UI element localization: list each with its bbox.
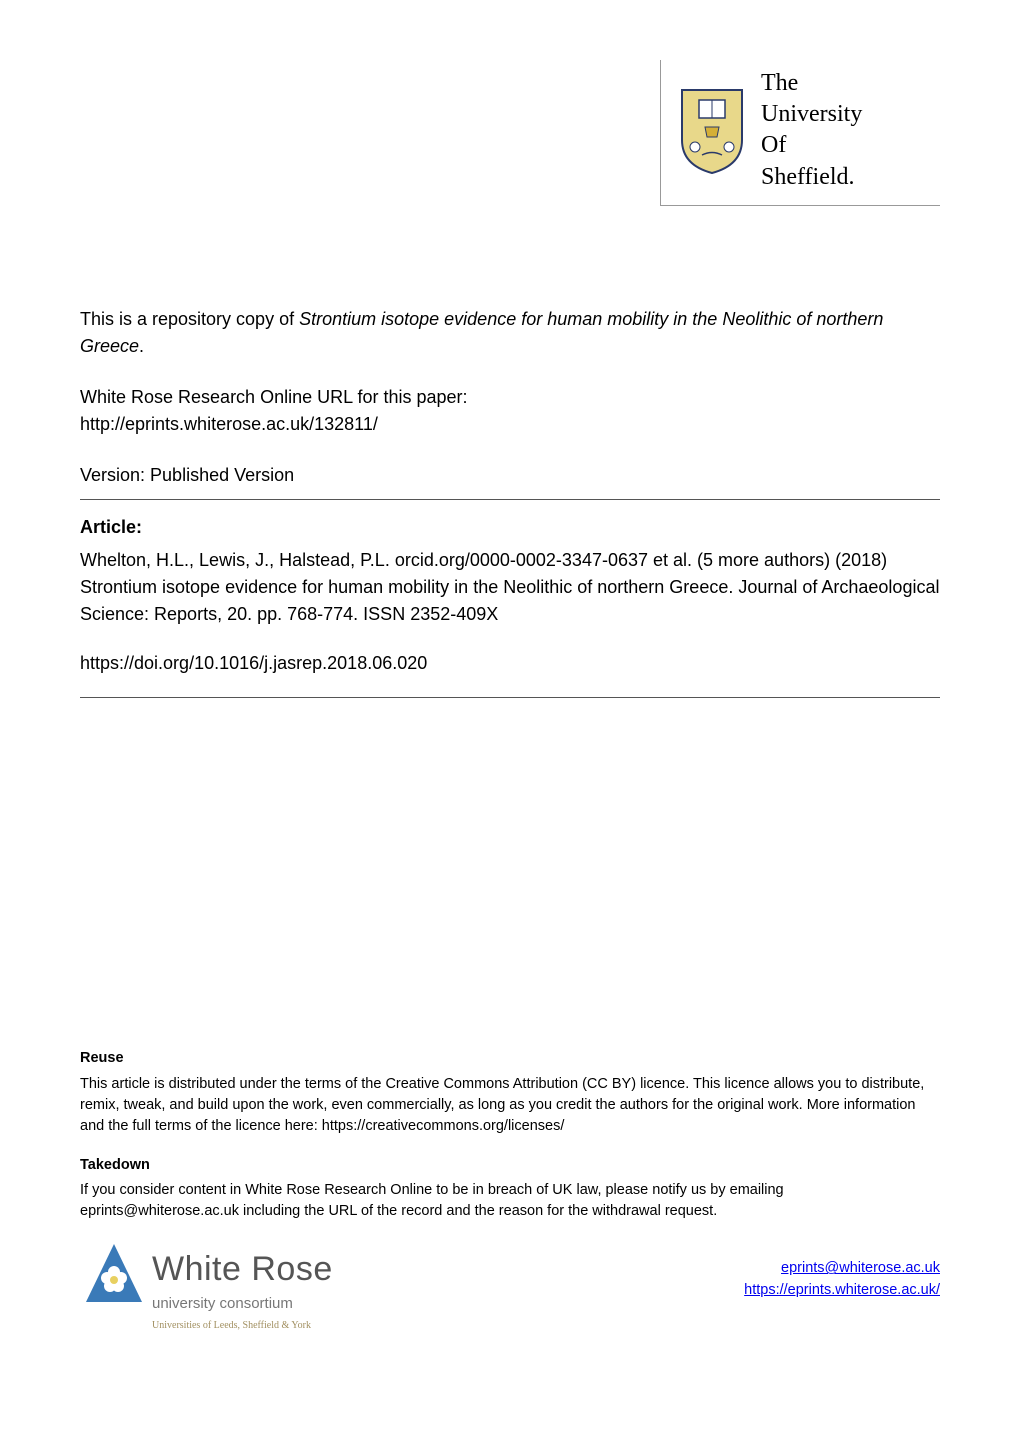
uni-line-1: The	[761, 70, 798, 96]
paper-url: http://eprints.whiterose.ac.uk/132811/	[80, 414, 378, 434]
footer-links: eprints@whiterose.ac.uk https://eprints.…	[744, 1258, 940, 1302]
white-rose-tagline: university consortium	[152, 1293, 333, 1316]
uni-line-3: Of	[761, 132, 786, 158]
repo-suffix: .	[139, 336, 144, 356]
footer-site-link[interactable]: https://eprints.whiterose.ac.uk/	[744, 1282, 940, 1298]
white-rose-logo-icon	[80, 1240, 148, 1312]
version-line: Version: Published Version	[80, 462, 940, 489]
reuse-text: This article is distributed under the te…	[80, 1074, 940, 1137]
repository-statement: This is a repository copy of Strontium i…	[80, 306, 940, 360]
article-doi: https://doi.org/10.1016/j.jasrep.2018.06…	[80, 650, 940, 677]
url-label: White Rose Research Online URL for this …	[80, 387, 468, 407]
main-content: This is a repository copy of Strontium i…	[80, 306, 940, 1333]
uni-line-2: University	[761, 101, 862, 127]
article-citation: Whelton, H.L., Lewis, J., Halstead, P.L.…	[80, 547, 940, 628]
footer-email-link[interactable]: eprints@whiterose.ac.uk	[781, 1260, 940, 1276]
university-name: The University Of Sheffield.	[761, 68, 862, 193]
takedown-heading: Takedown	[80, 1155, 940, 1177]
university-header-box: The University Of Sheffield.	[660, 60, 940, 206]
spacer	[80, 708, 940, 1048]
divider-bottom	[80, 697, 940, 698]
logo-text-block: White Rose university consortium Univers…	[152, 1244, 333, 1333]
white-rose-subtitle: Universities of Leeds, Sheffield & York	[152, 1318, 333, 1333]
divider-top	[80, 499, 940, 500]
white-rose-logo-block: White Rose university consortium Univers…	[80, 1240, 333, 1333]
article-heading: Article:	[80, 514, 940, 541]
footer: White Rose university consortium Univers…	[80, 1240, 940, 1333]
url-block: White Rose Research Online URL for this …	[80, 384, 940, 438]
university-crest-icon	[677, 85, 747, 175]
reuse-heading: Reuse	[80, 1048, 940, 1070]
uni-line-4: Sheffield.	[761, 164, 855, 190]
header-content: The University Of Sheffield.	[677, 68, 940, 193]
takedown-text: If you consider content in White Rose Re…	[80, 1180, 940, 1222]
repo-prefix: This is a repository copy of	[80, 309, 299, 329]
white-rose-name: White Rose	[152, 1244, 333, 1295]
